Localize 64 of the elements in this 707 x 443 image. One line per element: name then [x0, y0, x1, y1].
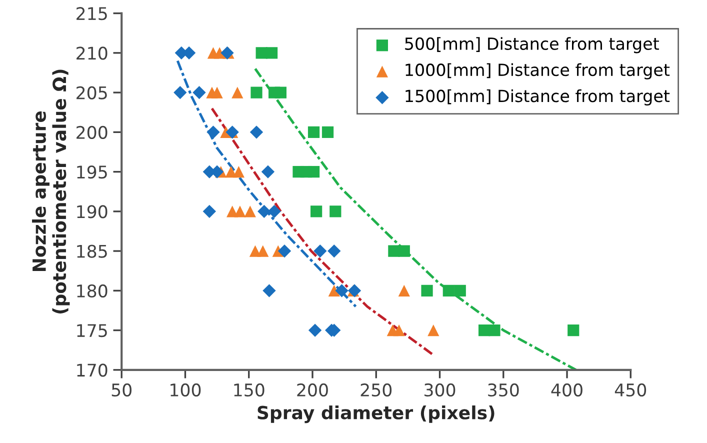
- point: [266, 47, 278, 59]
- x-axis-title: Spray diameter (pixels): [258, 405, 494, 424]
- point: [454, 284, 466, 296]
- point: [421, 284, 433, 296]
- point: [393, 324, 405, 336]
- point: [398, 245, 410, 257]
- point: [335, 284, 348, 298]
- point: [257, 245, 269, 257]
- x-tick-label: 50: [112, 383, 132, 397]
- point: [206, 126, 220, 139]
- point: [488, 324, 500, 336]
- point: [261, 165, 275, 178]
- y-tick-label: 215: [76, 7, 107, 20]
- point: [328, 284, 340, 296]
- point: [250, 86, 262, 98]
- point: [211, 86, 223, 98]
- x-tick-label: 300: [424, 383, 456, 397]
- point: [568, 324, 580, 336]
- y-tick-label: 175: [77, 324, 107, 338]
- point: [262, 284, 276, 298]
- point: [278, 244, 292, 258]
- point: [174, 86, 187, 100]
- x-tick-label: 100: [170, 383, 201, 397]
- point: [250, 126, 264, 139]
- point: [268, 204, 281, 218]
- point: [428, 324, 440, 336]
- x-tick-label: 350: [488, 383, 519, 397]
- point: [232, 166, 244, 178]
- legend-label: 1000[mm] Distance from target: [406, 63, 670, 80]
- line-series: [210, 107, 434, 356]
- x-tick-label: 250: [360, 383, 392, 397]
- x-tick-label: 150: [234, 383, 264, 397]
- point: [322, 126, 334, 138]
- point: [244, 206, 256, 218]
- x-tick-label: 200: [297, 383, 328, 397]
- point: [192, 86, 206, 100]
- point: [442, 284, 454, 296]
- point: [330, 206, 342, 218]
- point: [274, 86, 286, 98]
- y-tick-label: 210: [76, 46, 108, 60]
- y-tick-label: 180: [77, 284, 108, 298]
- y-axis-title: Nozzle aperture (potentiometer value Ω): [32, 70, 70, 314]
- y-tick-label: 170: [77, 364, 108, 377]
- x-tick-label: 400: [551, 383, 582, 397]
- point: [328, 244, 341, 258]
- point: [308, 324, 322, 337]
- y-tick-label: 190: [77, 205, 108, 218]
- point: [202, 204, 216, 218]
- point: [314, 244, 327, 258]
- point: [308, 166, 320, 178]
- point: [234, 206, 246, 218]
- point: [398, 284, 410, 296]
- legend-label: 1500[mm] Distance from target: [406, 89, 670, 106]
- line-series: [176, 60, 358, 308]
- point: [258, 204, 271, 218]
- y-tick-label: 205: [76, 86, 107, 100]
- point: [308, 126, 320, 138]
- point: [310, 206, 322, 218]
- y-tick-label: 185: [77, 244, 107, 258]
- legend-label: 500[mm] Distance from target: [405, 37, 659, 54]
- point: [232, 86, 244, 98]
- y-tick-label: 195: [77, 165, 107, 179]
- y-tick-label: 200: [76, 126, 108, 140]
- x-tick-label: 450: [614, 383, 646, 397]
